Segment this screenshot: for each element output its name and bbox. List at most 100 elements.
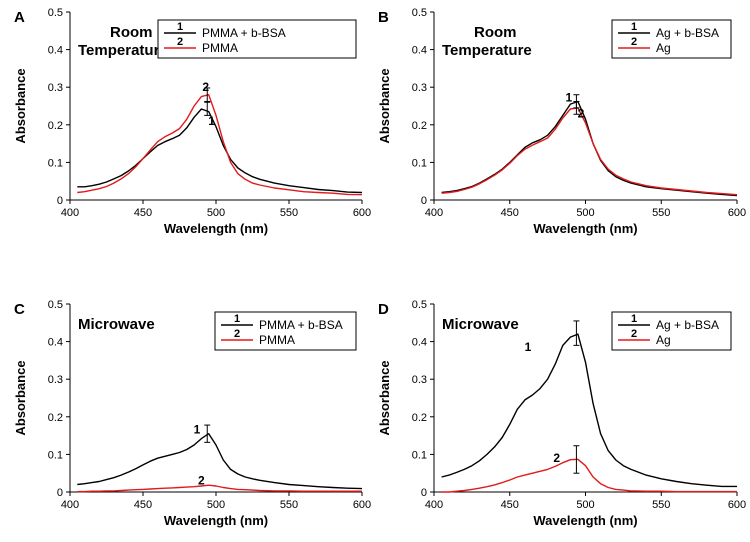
x-axis-label: Wavelength (nm) <box>533 513 637 528</box>
y-tick-label: 0.5 <box>412 299 427 311</box>
series-annotation: 1 <box>194 423 201 437</box>
y-axis-label: Absorbance <box>377 360 392 435</box>
legend-entry-2: Ag <box>656 333 671 347</box>
y-tick-label: 0.1 <box>48 157 63 169</box>
y-tick-label: 0.3 <box>48 374 63 386</box>
x-tick-label: 550 <box>652 499 670 511</box>
x-tick-label: 400 <box>425 207 443 219</box>
legend-entry-1: Ag + b-BSA <box>656 26 719 40</box>
legend-mark-1: 1 <box>177 21 183 33</box>
x-tick-label: 600 <box>728 207 746 219</box>
legend: 1 PMMA + b-BSA 2 PMMA <box>157 19 357 59</box>
panel-title: Room Temperature <box>78 24 168 59</box>
y-tick-label: 0 <box>421 195 427 207</box>
y-tick-label: 0.4 <box>48 45 63 57</box>
series-line-1 <box>77 108 363 194</box>
legend-box <box>611 311 732 351</box>
x-tick-label: 500 <box>576 499 594 511</box>
legend-mark-2: 2 <box>631 328 637 340</box>
legend-entry-1: PMMA + b-BSA <box>202 26 286 40</box>
legend: 1 Ag + b-BSA 2 Ag <box>611 19 732 59</box>
x-tick-label: 450 <box>501 207 519 219</box>
x-tick-label: 550 <box>280 499 298 511</box>
y-tick-label: 0.2 <box>412 412 427 424</box>
chart-panel-b: 400 450 500 550 600 0 0.1 0.2 0.3 0.4 0.5 Wavelengt… <box>377 7 746 236</box>
x-tick-label: 600 <box>353 207 371 219</box>
series-line-2 <box>441 107 738 196</box>
y-tick-label: 0.3 <box>412 374 427 386</box>
chart-panel-a: 400 450 500 550 600 0 0.1 0.2 0.3 0.4 0.5 Wavelengt… <box>13 7 371 236</box>
panel-label: B <box>378 9 389 26</box>
legend-mark-2: 2 <box>234 328 240 340</box>
legend-box <box>157 19 357 59</box>
x-tick-label: 450 <box>134 499 152 511</box>
y-tick-label: 0.4 <box>48 337 63 349</box>
panel-title: Microwave <box>78 316 155 333</box>
y-tick-label: 0 <box>421 487 427 499</box>
x-tick-label: 450 <box>134 207 152 219</box>
series-annotation: 2 <box>202 80 209 94</box>
series-line-1 <box>441 333 737 488</box>
panel-label: A <box>14 9 25 26</box>
y-tick-label: 0.5 <box>48 7 63 19</box>
panel-title-line: Room <box>110 24 153 41</box>
y-tick-label: 0 <box>57 195 63 207</box>
x-axis-label: Wavelength (nm) <box>533 221 637 236</box>
legend-entry-2: Ag <box>656 41 671 55</box>
x-tick-label: 600 <box>353 499 371 511</box>
y-tick-label: 0.1 <box>48 449 63 461</box>
legend-entry-2: PMMA <box>259 333 295 347</box>
y-tick-label: 0.2 <box>48 412 63 424</box>
chart-panel-c: 400 450 500 550 600 0 0.1 0.2 0.3 0.4 0.5 Wavelengt… <box>13 299 371 528</box>
series-annotation: 1 <box>565 90 572 104</box>
x-tick-label: 450 <box>501 499 519 511</box>
legend-mark-1: 1 <box>631 21 637 33</box>
series-line-2 <box>77 484 362 493</box>
legend-entry-1: Ag + b-BSA <box>656 318 719 332</box>
legend: 1 Ag + b-BSA 2 Ag <box>611 311 732 351</box>
panel-title: Room Temperature <box>442 24 532 59</box>
x-tick-label: 600 <box>728 499 746 511</box>
x-tick-label: 500 <box>576 207 594 219</box>
x-tick-label: 550 <box>652 207 670 219</box>
chart-panel-d: 400 450 500 550 600 0 0.1 0.2 0.3 0.4 0.5 Wavelengt… <box>377 299 746 528</box>
y-tick-label: 0.1 <box>412 157 427 169</box>
y-tick-label: 0.1 <box>412 449 427 461</box>
x-tick-label: 400 <box>425 499 443 511</box>
series-annotation: 2 <box>198 473 205 487</box>
legend-mark-1: 1 <box>234 313 240 325</box>
panel-title-line: Temperature <box>78 42 168 59</box>
y-tick-label: 0.4 <box>412 337 427 349</box>
panel-title-line: Microwave <box>442 316 519 333</box>
x-tick-label: 500 <box>207 207 225 219</box>
y-tick-label: 0.2 <box>412 120 427 132</box>
series-line-2 <box>441 458 737 493</box>
series-line-2 <box>77 94 363 196</box>
y-axis-label: Absorbance <box>13 68 28 143</box>
x-tick-label: 550 <box>280 207 298 219</box>
y-axis-label: Absorbance <box>377 68 392 143</box>
legend-mark-2: 2 <box>177 36 183 48</box>
series-annotation: 2 <box>578 106 585 120</box>
legend: 1 PMMA + b-BSA 2 PMMA <box>214 311 357 351</box>
panel-label: C <box>14 301 25 318</box>
y-tick-label: 0 <box>57 487 63 499</box>
y-tick-label: 0.3 <box>412 82 427 94</box>
legend-mark-2: 2 <box>631 36 637 48</box>
series-line-1 <box>77 433 363 490</box>
y-tick-label: 0.2 <box>48 120 63 132</box>
y-tick-label: 0.5 <box>412 7 427 19</box>
series-annotation: 2 <box>553 451 560 465</box>
legend-box <box>611 19 732 59</box>
legend-entry-2: PMMA <box>202 41 238 55</box>
panel-title-line: Room <box>474 24 517 41</box>
series-line-1 <box>441 100 738 197</box>
y-tick-label: 0.5 <box>48 299 63 311</box>
y-axis-label: Absorbance <box>13 360 28 435</box>
y-tick-label: 0.4 <box>412 45 427 57</box>
series-annotation: 1 <box>208 114 215 128</box>
x-tick-label: 400 <box>61 499 79 511</box>
x-axis-label: Wavelength (nm) <box>164 221 268 236</box>
panel-label: D <box>378 301 389 318</box>
